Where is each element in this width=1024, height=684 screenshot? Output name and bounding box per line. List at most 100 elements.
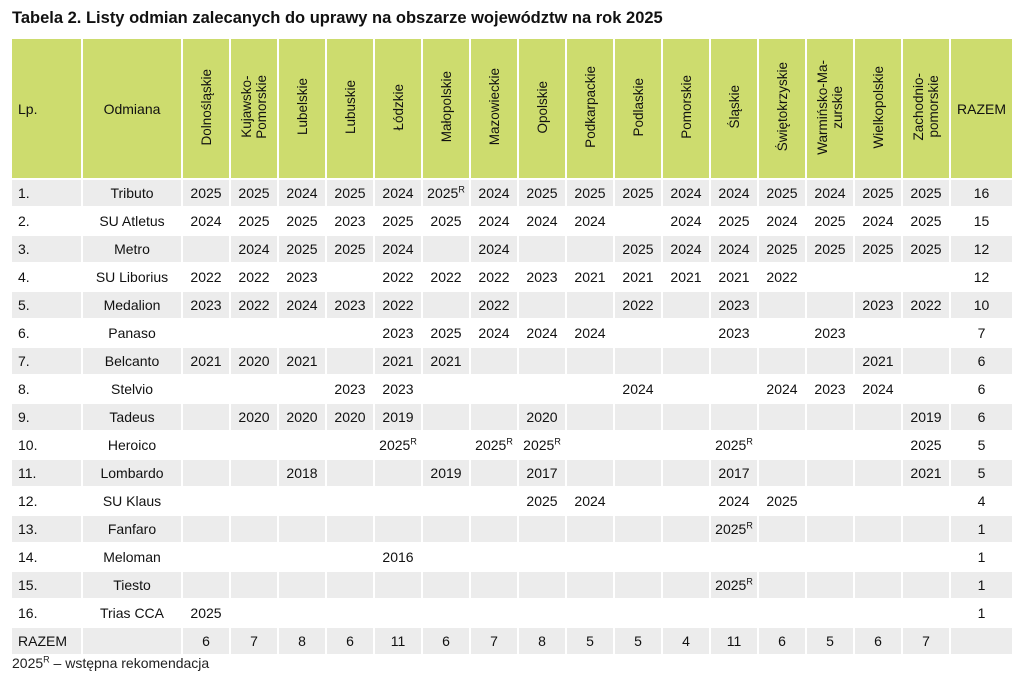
year-cell: 2020 <box>229 403 278 432</box>
year-cell <box>565 235 614 264</box>
year-cell: 2022 <box>229 263 278 292</box>
year-cell <box>661 487 710 516</box>
year-cell <box>613 431 662 460</box>
year-cell <box>277 319 326 348</box>
year-cell <box>613 599 662 628</box>
year-cell <box>277 599 326 628</box>
table-row: 4. SU Liborius 2022 2022 2023 2022 2022 2022 202… <box>12 263 1012 292</box>
region-total: 5 <box>565 627 614 656</box>
row-number: 5. <box>12 291 82 320</box>
year-cell <box>325 543 374 572</box>
year-value: 2025 <box>427 185 459 201</box>
year-cell <box>421 543 470 572</box>
year-cell: 2018 <box>277 459 326 488</box>
year-cell: 2023 <box>517 263 566 292</box>
year-cell <box>517 571 566 600</box>
region-total: 11 <box>709 627 758 656</box>
year-cell <box>853 431 902 460</box>
year-cell: 2025 <box>325 235 374 264</box>
year-cell <box>853 515 902 544</box>
year-cell: 2025R <box>709 571 758 600</box>
year-cell <box>325 431 374 460</box>
year-cell <box>229 543 278 572</box>
year-cell: 2025R <box>421 179 470 208</box>
legend-mark: R <box>43 654 50 665</box>
variety-name: SU Klaus <box>81 487 182 516</box>
year-cell: 2021 <box>277 347 326 376</box>
year-cell: 2024 <box>565 319 614 348</box>
year-cell: 2024 <box>181 207 230 236</box>
year-cell: 2023 <box>325 375 374 404</box>
year-cell <box>181 515 230 544</box>
year-cell: 2025R <box>709 431 758 460</box>
header-lp: Lp. <box>12 39 82 180</box>
year-cell <box>661 431 710 460</box>
year-cell <box>181 543 230 572</box>
year-cell <box>565 515 614 544</box>
table-row: 13. Fanfaro 2025R 1 <box>12 515 1012 544</box>
year-value: 2025 <box>715 577 747 593</box>
row-total: 1 <box>949 515 1012 544</box>
row-total: 5 <box>949 459 1012 488</box>
year-cell: 2025 <box>277 235 326 264</box>
region-total: 4 <box>661 627 710 656</box>
year-cell: 2023 <box>325 291 374 320</box>
year-cell: 2024 <box>373 235 422 264</box>
year-cell: 2020 <box>277 403 326 432</box>
year-cell: 2025 <box>229 179 278 208</box>
year-cell <box>325 599 374 628</box>
year-cell <box>325 515 374 544</box>
year-cell <box>613 207 662 236</box>
year-cell <box>901 515 950 544</box>
year-cell: 2025 <box>805 235 854 264</box>
header-region: Podlaskie <box>613 39 662 180</box>
year-cell <box>517 291 566 320</box>
year-cell <box>517 515 566 544</box>
year-cell <box>181 571 230 600</box>
preliminary-mark: R <box>410 436 417 447</box>
table-row: 3. Metro 2024 2025 2025 2024 2024 2025 2024 2024 2… <box>12 235 1012 264</box>
row-number: 15. <box>12 571 82 600</box>
year-cell: 2024 <box>757 375 806 404</box>
table-row: 2. SU Atletus 2024 2025 2025 2023 2025 2025 2024… <box>12 207 1012 236</box>
year-cell: 2022 <box>421 263 470 292</box>
row-number: 1. <box>12 179 82 208</box>
row-number: 8. <box>12 375 82 404</box>
preliminary-mark: R <box>458 184 465 195</box>
year-cell <box>709 543 758 572</box>
year-cell <box>469 599 518 628</box>
region-total: 6 <box>757 627 806 656</box>
year-cell <box>853 571 902 600</box>
year-cell <box>325 571 374 600</box>
table-row: 11. Lombardo 2018 2019 2017 2017 2021 5 <box>12 459 1012 488</box>
year-cell <box>421 291 470 320</box>
header-region: Małopolskie <box>421 39 470 180</box>
row-number: 9. <box>12 403 82 432</box>
year-cell <box>181 459 230 488</box>
year-cell <box>421 375 470 404</box>
year-cell <box>901 375 950 404</box>
header-region-label: Mazowieckie <box>486 68 502 146</box>
year-cell: 2022 <box>469 291 518 320</box>
year-cell: 2025R <box>517 431 566 460</box>
header-region: Podkarpackie <box>565 39 614 180</box>
header-region: Lubuskie <box>325 39 374 180</box>
region-total: 6 <box>181 627 230 656</box>
year-cell: 2022 <box>181 263 230 292</box>
variety-name: Meloman <box>81 543 182 572</box>
year-cell <box>805 347 854 376</box>
table-row: 14. Meloman 2016 1 <box>12 543 1012 572</box>
year-cell: 2025 <box>901 235 950 264</box>
header-region-label: Wielkopolskie <box>870 65 886 149</box>
header-region: Lubelskie <box>277 39 326 180</box>
variety-name: SU Liborius <box>81 263 182 292</box>
header-region-label: Świętokrzyskie <box>774 62 790 152</box>
year-cell <box>277 515 326 544</box>
year-cell <box>757 319 806 348</box>
preliminary-mark: R <box>506 436 513 447</box>
table-row: 9. Tadeus 2020 2020 2020 2019 2020 2019 6 <box>12 403 1012 432</box>
year-cell <box>181 487 230 516</box>
year-cell <box>469 543 518 572</box>
year-cell <box>661 543 710 572</box>
year-cell: 2024 <box>373 179 422 208</box>
